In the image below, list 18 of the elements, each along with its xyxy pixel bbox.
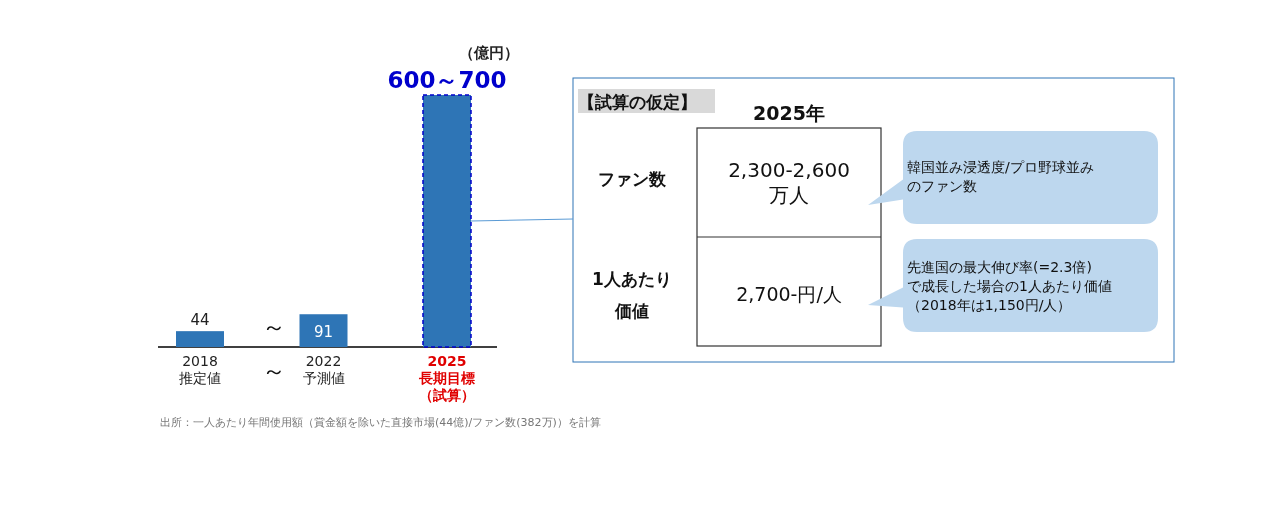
text: 先進国の最大伸び率(=2.3倍) で成長した場合の1人あたり価値（2018年は1,150円/人） bbox=[907, 259, 1112, 313]
text: ～ bbox=[261, 357, 286, 385]
text: 出所：一人あたり年間使用額（賞金額を除いた直接市場(44億)/ファン数(382万)）を計算 bbox=[160, 416, 601, 429]
text: （億円） bbox=[459, 44, 519, 62]
x-tick-label: 2022 予測値 bbox=[302, 353, 345, 386]
text: 2,700-円/人 bbox=[736, 283, 842, 305]
text: 2025年 bbox=[753, 102, 825, 124]
x-tick-label: 2025 長期目標（試算） bbox=[418, 353, 475, 403]
data-label: 91 bbox=[313, 322, 334, 341]
x-tick-label: 2018 推定値 bbox=[179, 353, 221, 386]
text: 1人あたり価値 bbox=[592, 269, 672, 321]
text: 【試算の仮定】 bbox=[578, 92, 697, 112]
text: 韓国並み浸透度/プロ野球並みのファン数 bbox=[907, 159, 1094, 194]
data-label: 600～700 bbox=[387, 67, 507, 93]
text: 2,300-2,600 万人 bbox=[728, 158, 850, 207]
annotation: ～ bbox=[261, 313, 286, 341]
text: ファン数 bbox=[598, 169, 667, 189]
data-label: 44 bbox=[190, 311, 210, 330]
